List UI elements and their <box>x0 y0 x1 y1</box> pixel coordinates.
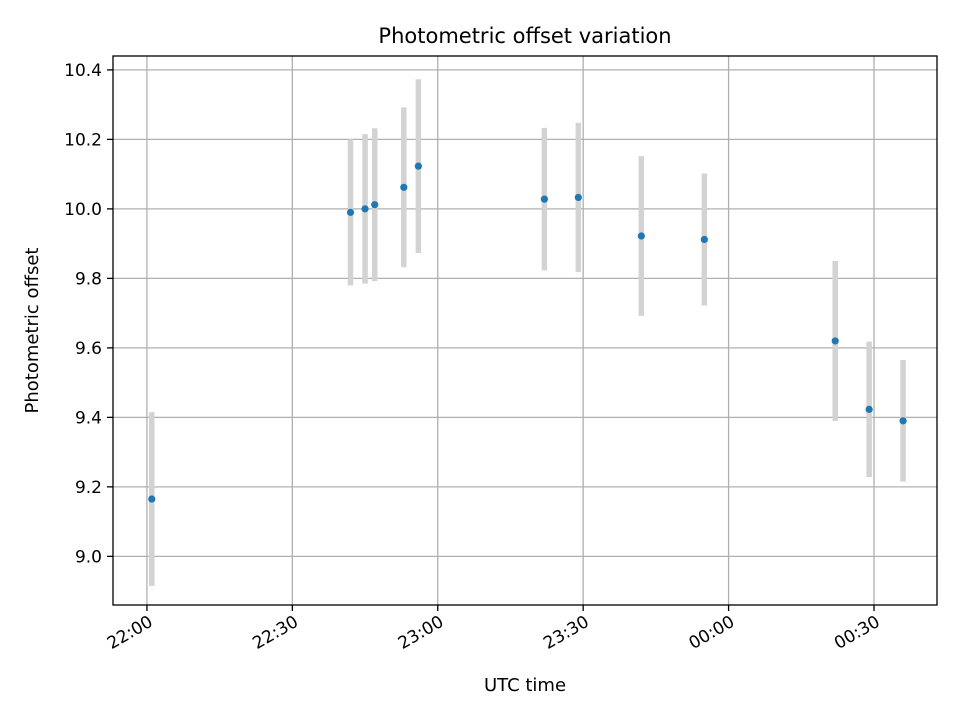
x-tick-label: 22:00 <box>104 612 156 654</box>
y-tick-label: 9.4 <box>75 408 102 428</box>
y-tick-label: 10.0 <box>64 200 102 220</box>
y-axis-label: Photometric offset <box>22 248 43 414</box>
grid-lines <box>113 56 937 605</box>
data-point <box>540 195 548 203</box>
data-point <box>700 235 708 244</box>
data-point <box>831 337 839 345</box>
y-tick-label: 10.2 <box>64 130 102 150</box>
x-tick-label: 00:30 <box>831 612 883 654</box>
x-axis-ticks: 22:00 22:30 23:00 23:30 00:00 00:30 <box>104 605 883 654</box>
data-point <box>899 417 907 425</box>
y-tick-label: 10.4 <box>64 61 102 81</box>
data-point <box>637 232 645 240</box>
error-bars <box>149 79 906 586</box>
data-point <box>148 495 156 503</box>
x-tick-label: 22:30 <box>249 612 301 654</box>
data-point <box>346 208 355 216</box>
y-tick-label: 9.6 <box>75 339 102 359</box>
y-tick-label: 9.8 <box>75 269 102 289</box>
data-points <box>148 162 907 503</box>
x-axis-label: UTC time <box>484 675 566 696</box>
data-point <box>361 205 369 213</box>
x-tick-label: 23:00 <box>395 612 447 654</box>
plot-frame <box>112 55 938 606</box>
data-point <box>865 405 873 413</box>
chart-title: Photometric offset variation <box>378 24 671 48</box>
data-point <box>400 183 408 191</box>
x-tick-label: 00:00 <box>686 612 738 654</box>
y-axis-ticks: 9.0 9.2 9.4 9.6 9.8 10.0 10.2 10.4 <box>64 61 113 567</box>
data-point <box>414 162 422 170</box>
y-tick-label: 9.0 <box>75 547 102 567</box>
data-point <box>371 201 379 209</box>
data-point <box>574 193 582 202</box>
x-tick-label: 23:30 <box>540 612 592 654</box>
y-tick-label: 9.2 <box>75 478 102 498</box>
